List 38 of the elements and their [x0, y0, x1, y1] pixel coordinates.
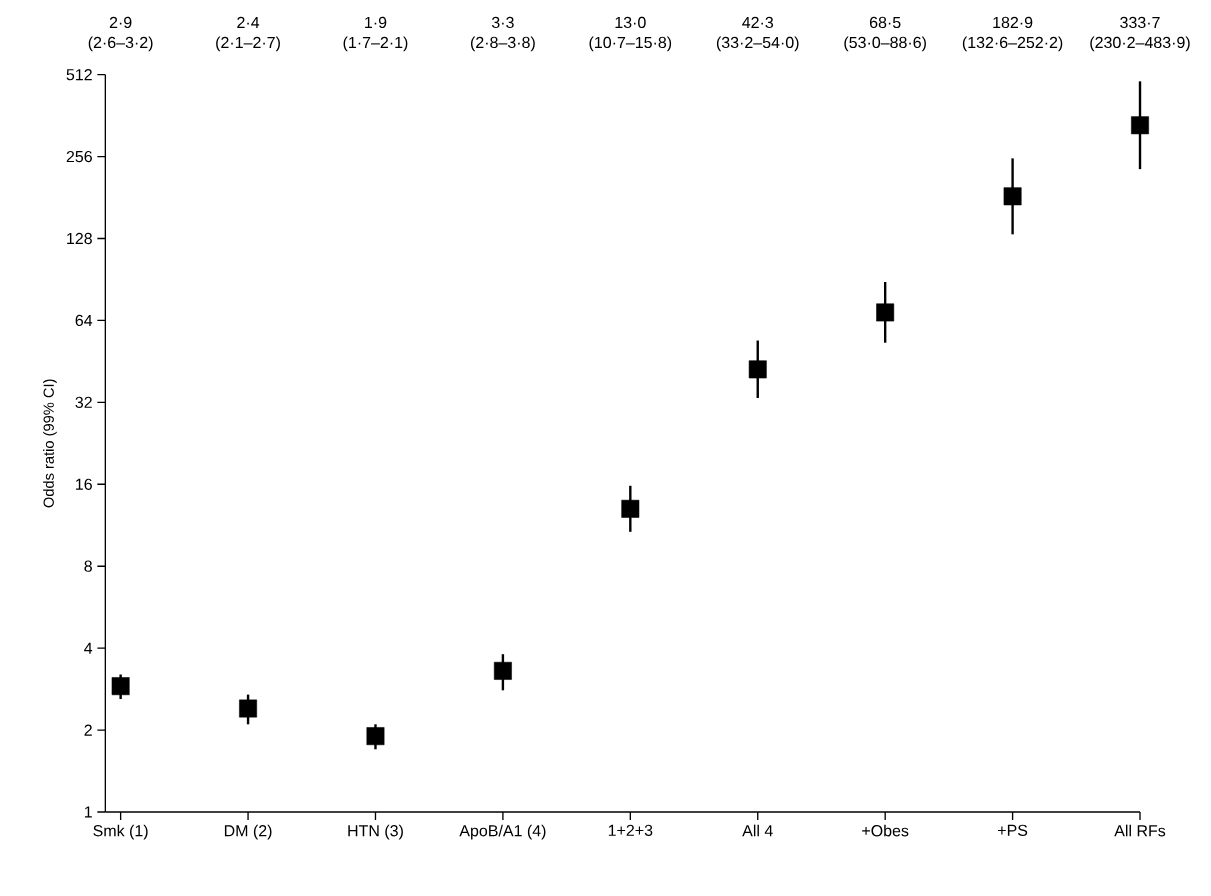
x-tick-label: 1+2+3: [608, 824, 653, 836]
data-label: 182·9 (132·6–252·2): [962, 16, 1063, 52]
point: [239, 699, 257, 718]
x-tick-label: Smk (1): [93, 824, 148, 840]
y-tick-label: 512: [66, 69, 92, 81]
point: [621, 499, 640, 518]
y-tick-label: 64: [75, 314, 93, 327]
point: [111, 677, 130, 696]
x-tick-label: +Obes: [862, 824, 909, 837]
y-tick-label: 256: [66, 150, 92, 163]
x-tick-label: DM (2): [224, 824, 272, 840]
x-tick-label: +PS: [998, 824, 1028, 836]
point: [493, 661, 512, 680]
data-label: 13·0 (10·7–15·8): [589, 16, 672, 52]
point: [876, 303, 895, 322]
x-tick-label: ApoB/A1 (4): [459, 824, 546, 840]
x-tick-label: All 4: [742, 824, 773, 837]
x-tick-label: HTN (3): [348, 824, 403, 840]
y-tick-label: 32: [75, 396, 92, 409]
data-label: 333·7 (230·2–483·9): [1090, 16, 1190, 52]
data-label: 42·3 (33·2–54·0): [716, 16, 799, 52]
data-label: 1·9 (1·7–2·1): [343, 16, 408, 52]
y-axis-title: Odds ratio (99% CI): [43, 379, 57, 508]
data-label: 68·5 (53·0–88·6): [844, 16, 926, 52]
data-label: 2·9 (2·6–3·2): [88, 16, 153, 52]
x-tick-label: All RFs: [1114, 824, 1166, 837]
point: [1131, 116, 1149, 135]
y-tick-label: 8: [84, 560, 92, 572]
y-tick-label: 4: [84, 642, 93, 654]
y-tick-label: 16: [76, 478, 92, 490]
y-tick-label: 1: [84, 806, 92, 818]
point: [1003, 187, 1022, 206]
y-tick-label: 2: [84, 724, 92, 736]
point: [366, 727, 385, 746]
point: [748, 360, 767, 379]
data-label: 2·4 (2·1–2·7): [216, 16, 280, 52]
data-label: 3·3 (2·8–3·8): [470, 16, 535, 52]
y-tick-label: 128: [67, 232, 92, 245]
